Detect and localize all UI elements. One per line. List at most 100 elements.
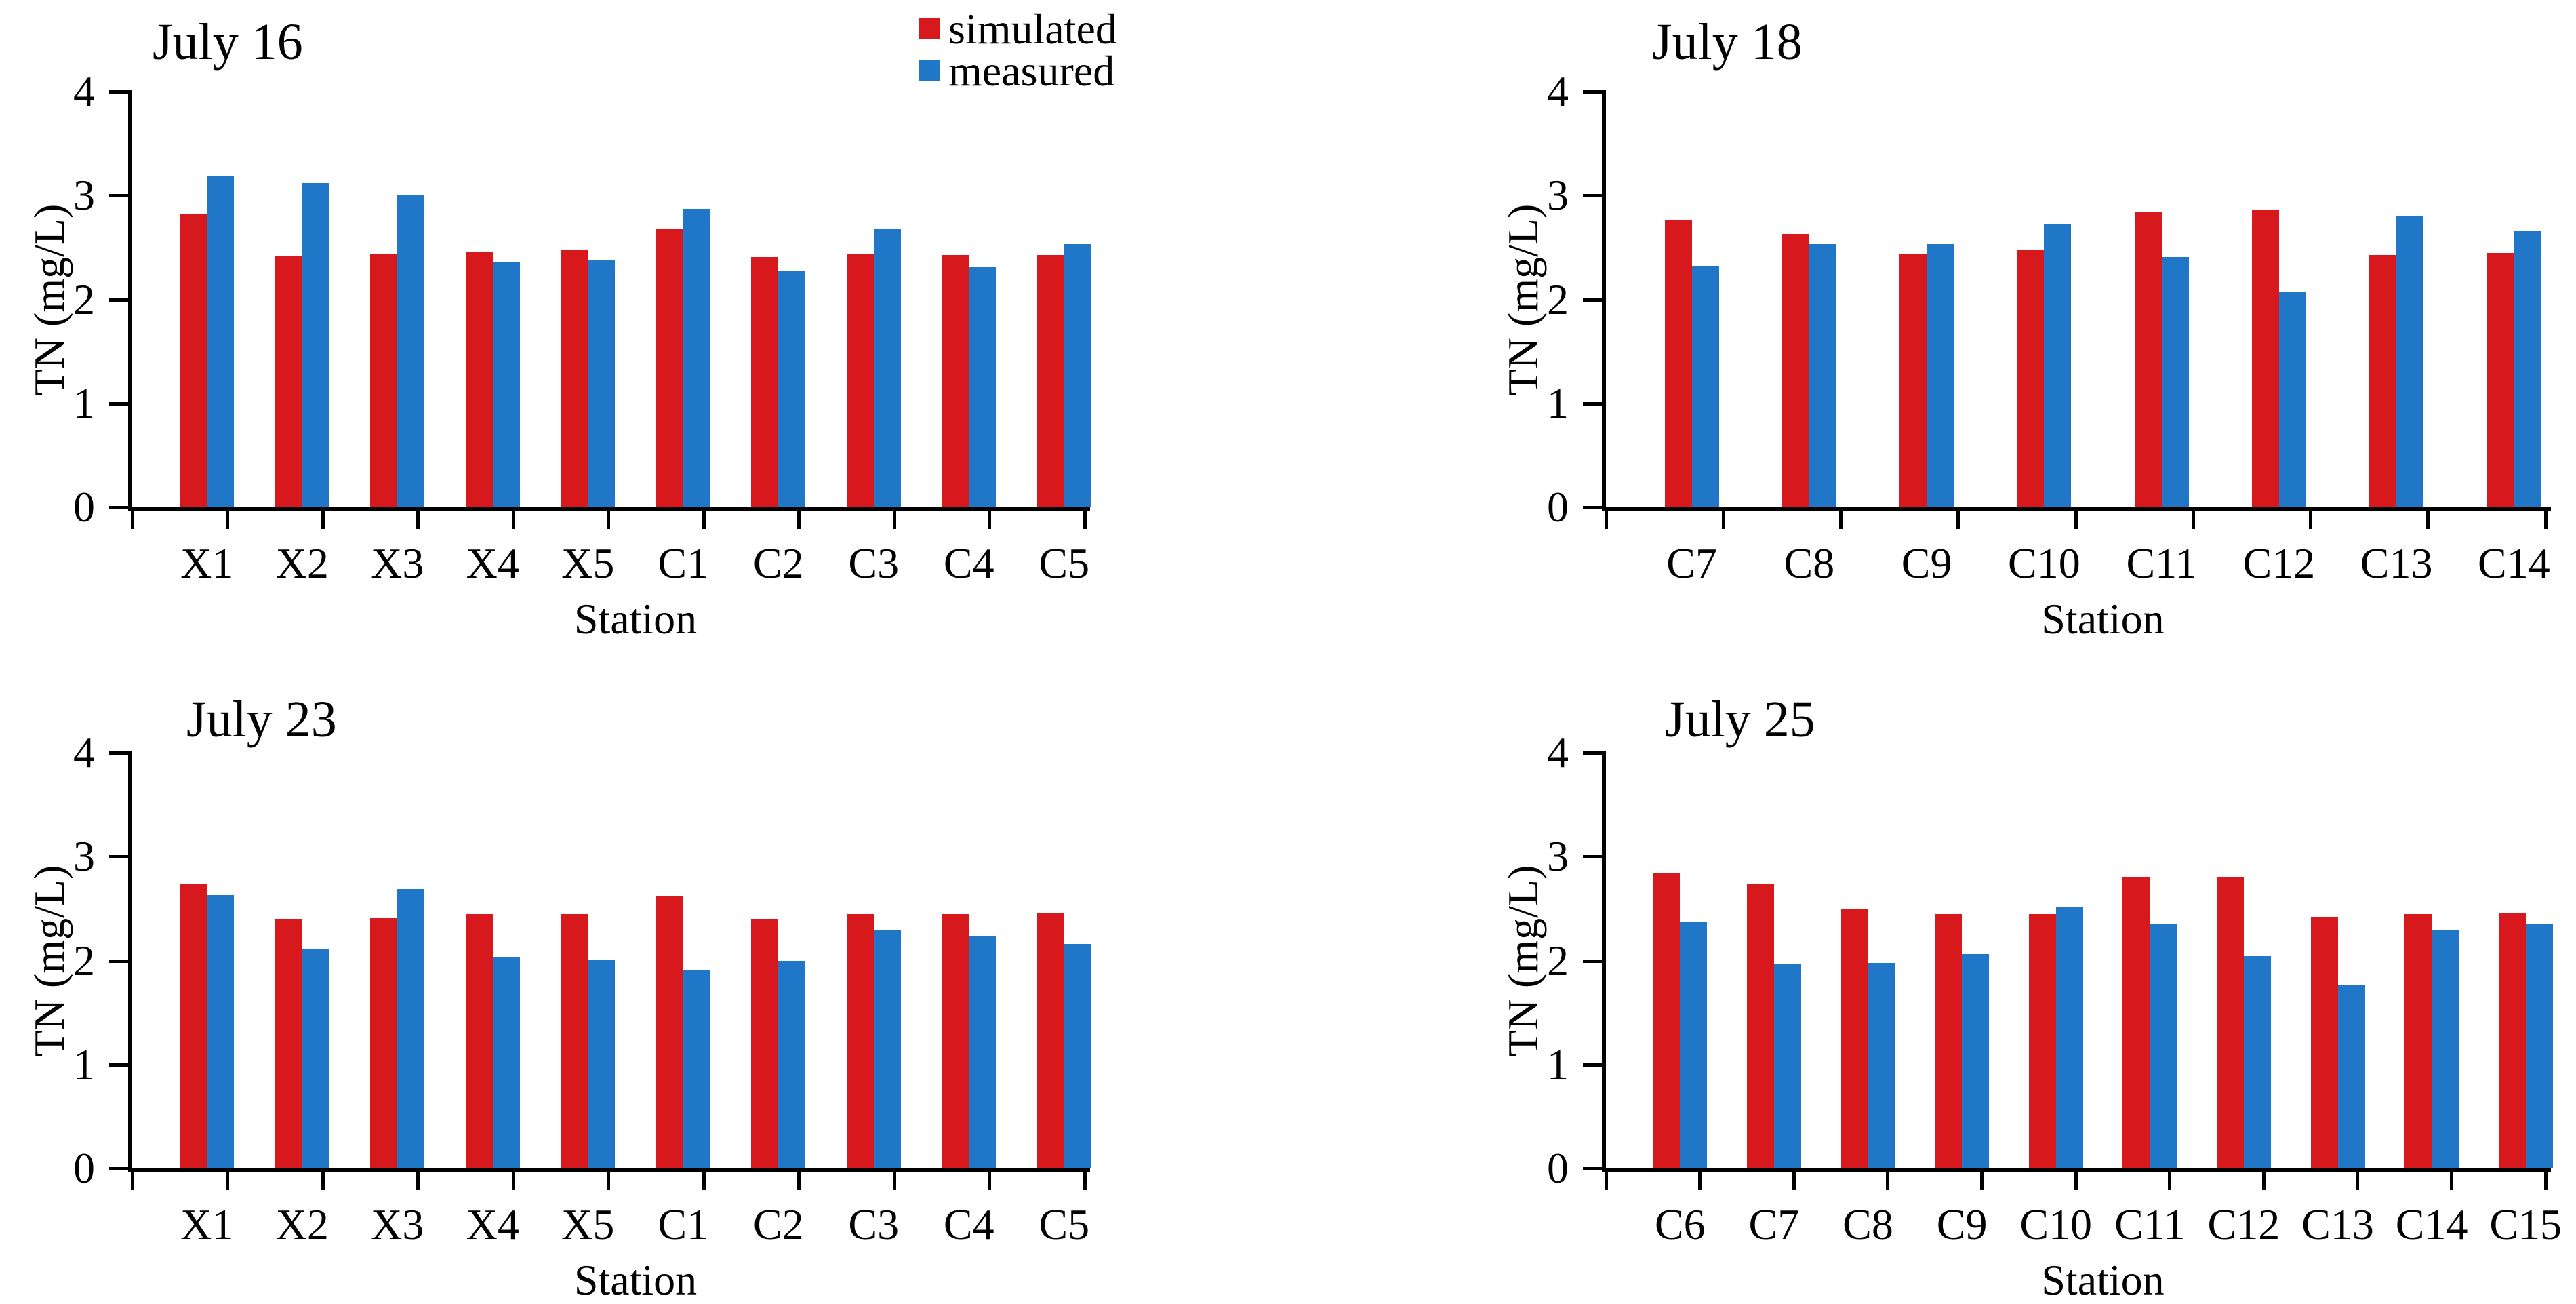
x-category-label: C7: [1748, 1200, 1800, 1248]
bar-simulated-C5: [1037, 254, 1064, 507]
x-category-label: X4: [466, 1200, 519, 1248]
x-category-label: C10: [2019, 1200, 2093, 1248]
x-axis-tick: [2543, 1172, 2548, 1190]
y-tick-label: 3: [1547, 832, 1569, 881]
bar-simulated-X4: [465, 913, 493, 1168]
x-axis-tick: [1979, 1172, 1984, 1190]
x-axis-tick: [892, 1172, 896, 1190]
bar-simulated-C14: [2404, 913, 2432, 1168]
bar-measured-C5: [1064, 943, 1091, 1168]
bar-simulated-C15: [2498, 913, 2526, 1168]
bar-simulated-C10: [2017, 250, 2045, 507]
panel-title: July 18: [1652, 14, 1803, 71]
x-category-label: X1: [180, 539, 234, 587]
bar-simulated-C13: [2369, 254, 2397, 507]
bar-simulated-C13: [2310, 917, 2338, 1168]
x-axis-tick: [1083, 511, 1087, 529]
x-category-label: X2: [275, 1200, 329, 1248]
bar-measured-C11: [2161, 256, 2189, 507]
x-axis-tick: [1792, 1172, 1796, 1190]
x-axis-tick: [2426, 511, 2430, 529]
bar-measured-C2: [778, 960, 806, 1168]
y-axis-line: [1602, 90, 1606, 511]
x-category-label: C3: [848, 1200, 900, 1248]
bar-measured-C3: [873, 929, 901, 1168]
y-tick-label: 1: [73, 1040, 95, 1088]
bar-measured-X3: [397, 888, 425, 1168]
bar-simulated-C7: [1664, 220, 1692, 507]
x-axis-tick: [892, 511, 896, 529]
panel-title: July 23: [186, 691, 337, 748]
x-axis-tick: [1604, 1172, 1608, 1190]
bar-measured-X2: [302, 182, 329, 507]
bar-simulated-X2: [275, 256, 302, 507]
x-axis-tick: [130, 511, 134, 529]
bar-measured-C14: [2514, 231, 2541, 507]
x-axis-tick: [226, 511, 229, 529]
bar-simulated-C4: [942, 254, 969, 507]
x-axis-tick: [321, 1172, 325, 1190]
x-category-label: C7: [1666, 539, 1717, 587]
x-category-label: C14: [2395, 1200, 2468, 1248]
x-axis-line: [128, 1168, 1090, 1172]
x-axis-line: [128, 507, 1090, 511]
y-axis-line: [128, 90, 132, 511]
x-axis-tick: [321, 511, 325, 529]
x-category-label: C3: [848, 539, 900, 587]
bar-simulated-C9: [1899, 254, 1927, 507]
bar-simulated-X1: [180, 214, 207, 507]
bar-measured-X5: [588, 959, 616, 1168]
x-category-label: X3: [371, 1200, 424, 1248]
x-axis-tick: [2074, 511, 2078, 529]
y-tick-label: 2: [73, 275, 95, 323]
x-category-label: C5: [1039, 1200, 1090, 1248]
y-tick-label: 4: [1547, 67, 1569, 115]
bar-simulated-C9: [1935, 913, 1963, 1168]
y-axis-tick: [109, 298, 128, 302]
bar-measured-C10: [2055, 906, 2083, 1168]
y-axis-tick: [1583, 194, 1602, 198]
x-axis-label: Station: [573, 1256, 698, 1304]
bar-measured-C2: [778, 270, 806, 507]
bar-simulated-C10: [2028, 913, 2056, 1168]
x-axis-tick: [511, 511, 515, 529]
bar-measured-C13: [2337, 985, 2365, 1168]
x-category-label: X4: [466, 539, 519, 587]
bar-measured-C12: [2278, 292, 2306, 507]
bar-simulated-C4: [942, 913, 969, 1168]
x-category-label: X5: [561, 1200, 615, 1248]
x-axis-tick: [2449, 1172, 2453, 1190]
bar-measured-C3: [873, 229, 901, 507]
x-axis-label: Station: [2041, 1256, 2165, 1304]
y-axis-tick: [1583, 751, 1602, 755]
bar-simulated-C3: [846, 913, 874, 1168]
bar-measured-C4: [969, 936, 997, 1168]
x-category-label: X3: [371, 539, 424, 587]
bar-measured-C9: [1962, 954, 1990, 1168]
bar-simulated-X5: [561, 913, 588, 1168]
x-category-label: C12: [2207, 1200, 2280, 1248]
y-axis-label: TN (mg/L): [24, 865, 73, 1056]
x-axis-tick: [416, 1172, 420, 1190]
y-tick-label: 2: [73, 936, 95, 985]
bar-measured-C5: [1064, 244, 1091, 507]
y-axis-tick: [109, 506, 128, 509]
x-axis-line: [1602, 1168, 2551, 1172]
y-tick-label: 1: [1547, 378, 1569, 427]
x-axis-label: Station: [573, 595, 698, 643]
x-axis-tick: [416, 511, 420, 529]
x-category-label: C2: [752, 539, 804, 587]
bar-measured-C15: [2525, 924, 2553, 1168]
x-axis-tick: [1083, 1172, 1087, 1190]
x-category-label: C15: [2489, 1200, 2562, 1248]
y-axis-tick: [1583, 1063, 1602, 1067]
bar-simulated-C12: [2216, 877, 2244, 1168]
y-axis-tick: [109, 194, 128, 198]
y-axis-tick: [109, 959, 128, 963]
bar-measured-C7: [1691, 266, 1719, 507]
x-category-label: C10: [2008, 539, 2080, 587]
bar-simulated-C6: [1653, 873, 1681, 1168]
legend: simulated measured: [919, 0, 1257, 95]
x-category-label: X2: [275, 539, 329, 587]
y-tick-label: 4: [73, 728, 95, 776]
